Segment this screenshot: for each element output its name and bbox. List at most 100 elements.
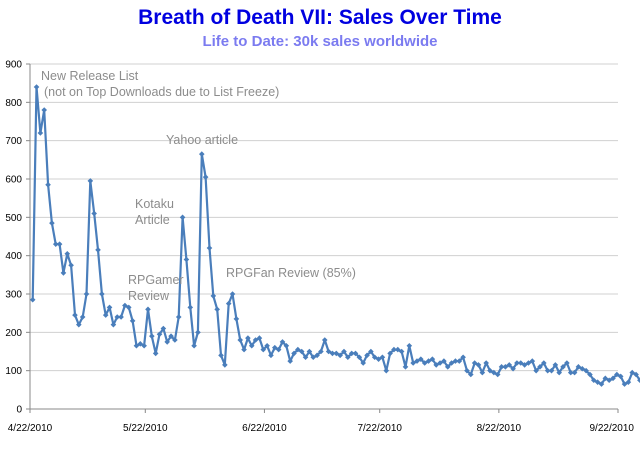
data-point (268, 352, 274, 359)
data-point (548, 367, 555, 374)
x-tick-label: 9/22/2010 (590, 423, 635, 434)
data-point (491, 369, 497, 376)
data-point (598, 381, 605, 387)
data-point (602, 375, 609, 382)
data-point (375, 356, 382, 362)
data-point (245, 335, 251, 341)
data-point (60, 270, 67, 276)
data-point (45, 181, 51, 188)
data-point (325, 348, 332, 355)
y-tick-label: 900 (5, 60, 22, 71)
data-point (529, 358, 536, 364)
data-point (214, 306, 220, 313)
data-point (617, 373, 624, 380)
data-point (306, 348, 313, 355)
data-point (264, 342, 270, 349)
data-point (391, 346, 397, 353)
data-point (471, 360, 478, 366)
data-point (614, 371, 620, 378)
data-point (456, 358, 463, 364)
data-point (594, 379, 601, 385)
y-tick-label: 400 (5, 251, 22, 262)
data-point (590, 377, 597, 384)
data-point (621, 381, 628, 387)
data-point (106, 304, 113, 311)
sales-series-line (31, 85, 640, 386)
data-point (248, 342, 255, 349)
x-tick-label: 8/22/2010 (477, 423, 522, 434)
data-point (218, 352, 224, 359)
data-point (175, 314, 182, 320)
x-tick-label: 7/22/2010 (357, 423, 402, 434)
axes: 0 100 200 300 400 500 600 700 800 900 4/22/2010 5/2… (5, 60, 634, 435)
data-point (637, 377, 640, 384)
annotation-list-freeze: (not on Top Downloads due to List Freeze… (44, 85, 279, 99)
data-point (91, 210, 97, 217)
annotation-rpgamer-line2: Review (128, 289, 170, 303)
data-point (348, 350, 355, 357)
data-point (552, 362, 559, 368)
data-point (279, 339, 286, 345)
data-point (414, 358, 420, 364)
data-point (137, 341, 144, 347)
y-tick-label: 500 (5, 213, 22, 224)
data-point (494, 371, 501, 378)
data-point (448, 360, 455, 366)
data-point (202, 174, 209, 180)
data-point (575, 364, 582, 370)
data-point (114, 314, 121, 320)
data-point (49, 220, 55, 226)
x-tick-label: 6/22/2010 (242, 423, 287, 434)
data-point (337, 352, 343, 359)
data-point (406, 342, 413, 349)
data-point (452, 358, 459, 364)
data-point (379, 354, 386, 361)
data-point (383, 367, 390, 374)
data-point (179, 214, 186, 221)
data-point (360, 360, 366, 366)
data-point (145, 306, 151, 313)
annotation-rpgfan-review: RPGFan Review (85%) (226, 266, 356, 280)
data-point (64, 250, 71, 257)
data-point (345, 354, 351, 361)
data-point (321, 337, 328, 343)
y-tick-label: 700 (5, 136, 22, 147)
data-point (152, 350, 159, 357)
data-point (475, 362, 482, 368)
data-point (72, 312, 78, 318)
data-point (122, 302, 128, 309)
data-point (149, 333, 155, 339)
data-point (394, 346, 401, 353)
data-point (629, 369, 636, 376)
data-point (164, 339, 170, 345)
data-point (222, 362, 228, 368)
data-point (160, 325, 167, 332)
data-point (260, 346, 267, 353)
y-tick-label: 800 (5, 98, 22, 109)
data-point (560, 364, 566, 370)
data-point (579, 365, 586, 372)
data-point (168, 333, 174, 339)
data-point (606, 377, 612, 384)
data-point (87, 178, 94, 184)
y-tick-label: 0 (16, 405, 22, 416)
data-point (37, 130, 44, 136)
data-point (364, 352, 370, 359)
data-point (571, 369, 578, 376)
data-point (398, 348, 405, 355)
data-point (229, 291, 236, 297)
data-point (421, 360, 428, 366)
data-point (295, 346, 301, 353)
data-point (544, 367, 551, 374)
data-point (129, 318, 136, 324)
data-point (444, 364, 451, 370)
annotation-rpgamer-line1: RPGamer (128, 273, 184, 287)
data-point (567, 369, 574, 376)
data-point (287, 358, 293, 364)
data-point (460, 354, 466, 361)
data-point (610, 375, 616, 382)
data-point (371, 354, 378, 361)
y-tick-label: 200 (5, 328, 22, 339)
data-point (537, 364, 543, 370)
data-point (187, 304, 194, 311)
